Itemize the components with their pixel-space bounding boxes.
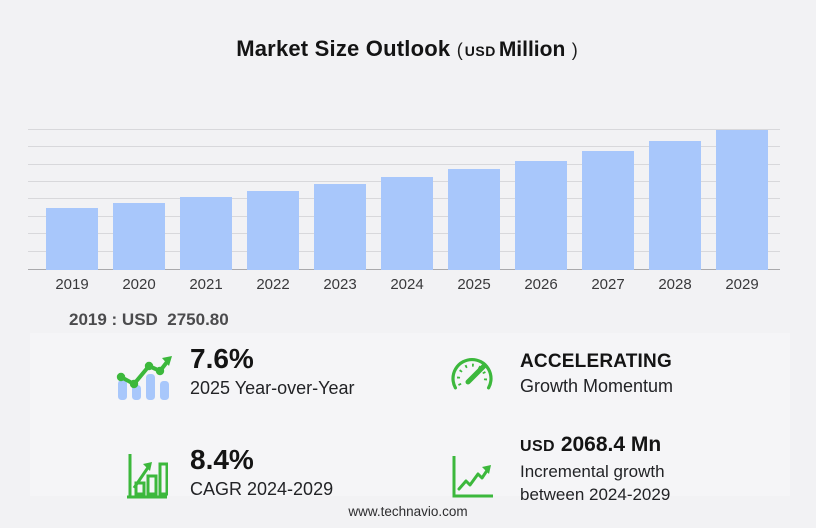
x-tick-2028: 2028 [658,276,692,293]
stat-incremental-value: USD 2068.4 Mn [520,432,670,460]
bar-slot-2024 [381,176,433,270]
bar-slot-2022 [247,190,299,270]
stat-incremental-icon-box [448,432,520,504]
stat-incremental-label-line2: between 2024-2029 [520,485,671,504]
stat-cagr-value: 8.4% [190,444,254,475]
bar-slot-2020 [113,202,165,270]
bar-slot-2023 [314,183,366,270]
website-link[interactable]: www.technavio.com [348,504,468,519]
title-unit: Million [498,38,566,61]
stat-cagr-label: CAGR 2024-2029 [190,479,334,499]
stat-incremental-label-line1: Incremental growth [520,462,665,481]
stat-cagr-text: 8.4% CAGR 2024-2029 [190,443,333,501]
bar-2022 [247,190,299,270]
x-tick-2024: 2024 [390,276,424,293]
x-tick-2025: 2025 [457,276,491,293]
title-currency: USD [464,43,496,59]
bar-slot-2027 [582,151,634,270]
stat-yoy-text: 7.6% 2025 Year-over-Year [190,342,354,400]
incremental-growth-axis-icon [452,456,493,498]
bar-2020 [113,202,165,270]
bar-2026 [515,160,567,270]
stats-panel [30,333,790,496]
x-tick-2029: 2029 [725,276,759,293]
bar-2019 [46,208,98,270]
stat-momentum: ACCELERATING Growth Momentum [446,350,673,403]
bar-2025 [448,169,500,270]
x-tick-2027: 2027 [591,276,625,293]
title-main: Market Size Outlook [236,36,451,61]
bar-2028 [649,141,701,270]
stat-cagr: 8.4% CAGR 2024-2029 [126,443,333,507]
x-tick-2023: 2023 [323,276,357,293]
bar-2024 [381,176,433,270]
bar-2027 [582,151,634,270]
stat-momentum-label: Growth Momentum [520,376,674,396]
stat-incremental: USD 2068.4 Mn Incremental growth between… [448,432,670,506]
gridline [28,163,780,165]
footer: www.technavio.com [0,503,816,521]
bar-2021 [180,197,232,270]
stat-incremental-currency: USD [520,438,555,455]
stat-yoy-icon-box [114,342,190,409]
bar-slot-2019 [46,208,98,270]
stat-momentum-icon-box [446,350,520,403]
stat-yoy-label: 2025 Year-over-Year [190,378,355,398]
bars [28,118,780,270]
stat-yoy: 7.6% 2025 Year-over-Year [114,342,354,409]
x-tick-2019: 2019 [55,276,89,293]
stat-momentum-text: ACCELERATING Growth Momentum [520,350,673,398]
gridline [28,146,780,148]
bar-2023 [314,183,366,270]
x-axis-labels: 2019 2020 2021 2022 2023 2024 2025 2026 2027 2028… [28,276,780,296]
gridline [28,128,780,130]
bar-chart-growth-icon [127,454,169,499]
bar-slot-2025 [448,169,500,270]
bar-2029 [716,130,768,270]
speedometer-icon [451,357,493,390]
stat-incremental-amount: 2068.4 Mn [560,433,662,456]
stat-cagr-icon-box [126,443,190,507]
x-tick-2022: 2022 [256,276,290,293]
page-title: Market Size Outlook (USD Million ) [0,36,816,62]
x-tick-2021: 2021 [189,276,223,293]
x-tick-2026: 2026 [524,276,558,293]
trend-up-bars-icon [116,356,172,400]
bar-slot-2026 [515,160,567,270]
x-tick-2020: 2020 [122,276,156,293]
stat-incremental-text: USD 2068.4 Mn Incremental growth between… [520,432,670,506]
stat-momentum-value: ACCELERATING [520,351,672,372]
stat-yoy-value: 7.6% [190,343,254,374]
title-paren-open: ( [456,40,463,60]
bar-slot-2021 [180,197,232,270]
bar-slot-2028 [649,141,701,270]
base-year-annotation: 2019 : USD 2750.80 [69,310,229,329]
bar-slot-2029 [716,130,768,270]
title-paren-close: ) [571,40,578,60]
